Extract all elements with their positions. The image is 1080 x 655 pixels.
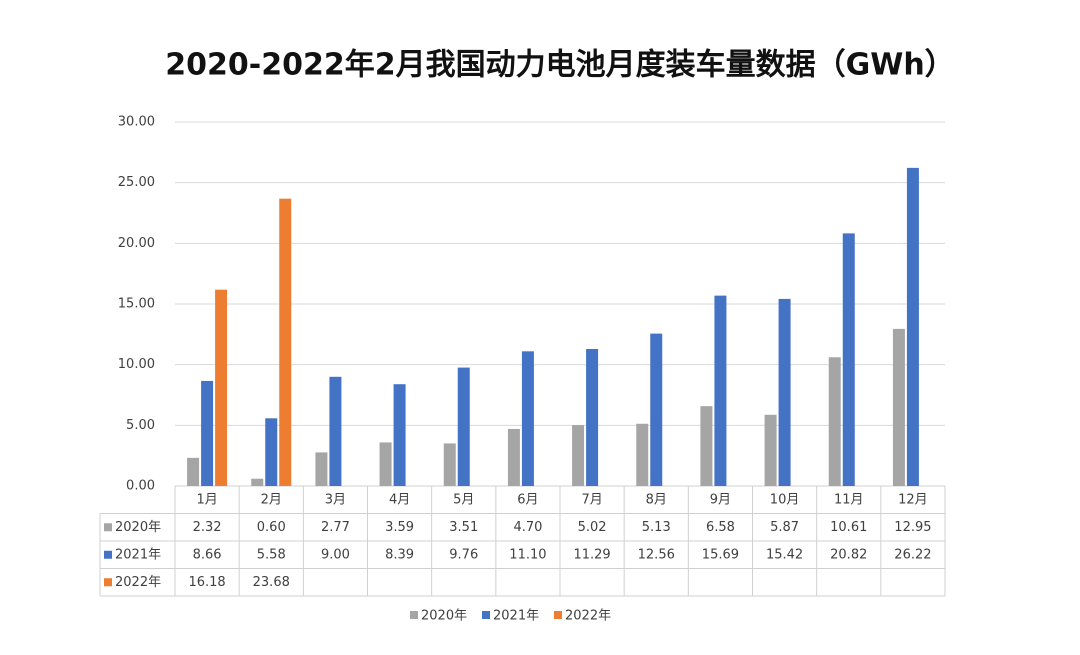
- bar: [187, 457, 200, 486]
- bar: [315, 452, 328, 486]
- x-tick-label: 10月: [770, 492, 800, 507]
- table-value: 11.29: [573, 547, 610, 562]
- table-series-name: 2020年: [115, 520, 161, 535]
- bar: [842, 233, 855, 486]
- x-tick-label: 8月: [646, 492, 667, 507]
- table-value: 15.69: [702, 547, 739, 562]
- x-tick-label: 1月: [196, 492, 217, 507]
- legend-key: [554, 611, 562, 619]
- y-tick-label: 5.00: [126, 418, 155, 433]
- bar: [636, 423, 649, 486]
- chart-title: 2020-2022年2月我国动力电池月度装车量数据（GWh）: [165, 48, 954, 83]
- table-legend-key: [104, 550, 112, 559]
- table-value: 2.32: [193, 520, 222, 535]
- table-value: 10.61: [830, 520, 867, 535]
- y-tick-label: 30.00: [118, 115, 155, 130]
- table-value: 16.18: [188, 575, 225, 590]
- y-tick-label: 25.00: [118, 175, 155, 190]
- bar: [251, 478, 264, 486]
- bar: [265, 418, 278, 486]
- x-tick-label: 5月: [453, 492, 474, 507]
- table-series-name: 2022年: [115, 575, 161, 590]
- table-value: 12.56: [638, 547, 675, 562]
- x-tick-label: 6月: [517, 492, 538, 507]
- table-value: 8.66: [193, 547, 222, 562]
- table-value: 12.95: [894, 520, 931, 535]
- table-series-name: 2021年: [115, 547, 161, 562]
- table-value: 20.82: [830, 547, 867, 562]
- table-value: 5.87: [770, 520, 799, 535]
- table-value: 15.42: [766, 547, 803, 562]
- bar: [393, 384, 406, 486]
- y-tick-label: 20.00: [118, 236, 155, 251]
- x-tick-label: 9月: [710, 492, 731, 507]
- table-legend-key: [104, 523, 112, 532]
- bar: [279, 198, 292, 486]
- bar: [443, 443, 456, 486]
- bar: [572, 425, 585, 486]
- table-value: 11.10: [509, 547, 546, 562]
- table-value: 4.70: [513, 520, 542, 535]
- table-legend-key: [104, 578, 112, 587]
- table-value: 6.58: [706, 520, 735, 535]
- x-tick-label: 3月: [325, 492, 346, 507]
- bar: [828, 357, 841, 486]
- table-value: 2.77: [321, 520, 350, 535]
- table-value: 3.59: [385, 520, 414, 535]
- x-tick-label: 12月: [898, 492, 928, 507]
- table-value: 26.22: [894, 547, 931, 562]
- bar: [521, 351, 534, 486]
- x-tick-label: 7月: [581, 492, 602, 507]
- table-value: 5.58: [257, 547, 286, 562]
- table-value: 0.60: [257, 520, 286, 535]
- bar: [586, 349, 599, 486]
- legend-label: 2022年: [565, 609, 611, 624]
- table-value: 9.00: [321, 547, 350, 562]
- x-tick-label: 2月: [261, 492, 282, 507]
- bar: [329, 376, 342, 486]
- legend-key: [482, 611, 490, 619]
- x-tick-label: 4月: [389, 492, 410, 507]
- y-tick-label: 10.00: [118, 357, 155, 372]
- bar: [714, 295, 727, 486]
- table-value: 3.51: [449, 520, 478, 535]
- legend-label: 2021年: [493, 609, 539, 624]
- table-value: 23.68: [253, 575, 290, 590]
- y-tick-label: 15.00: [118, 297, 155, 312]
- table-value: 5.13: [642, 520, 671, 535]
- bar: [892, 328, 905, 486]
- table-value: 5.02: [578, 520, 607, 535]
- bar: [650, 333, 663, 486]
- y-tick-label: 0.00: [126, 479, 155, 494]
- table-value: 9.76: [449, 547, 478, 562]
- bar: [507, 428, 520, 486]
- bar: [700, 406, 713, 486]
- legend-key: [410, 611, 418, 619]
- bar: [201, 380, 214, 486]
- table-value: 8.39: [385, 547, 414, 562]
- bar: [457, 367, 470, 486]
- x-tick-label: 11月: [834, 492, 864, 507]
- bar: [379, 442, 392, 486]
- bar: [764, 414, 777, 486]
- bar: [906, 167, 919, 486]
- bar: [215, 289, 228, 486]
- legend-label: 2020年: [421, 609, 467, 624]
- bar: [778, 298, 791, 486]
